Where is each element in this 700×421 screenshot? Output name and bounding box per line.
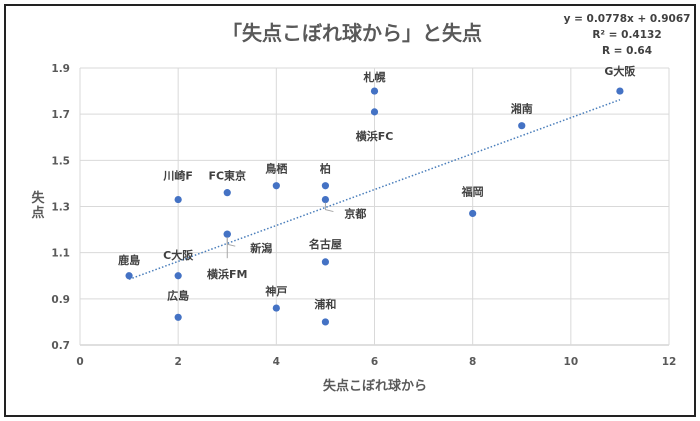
data-point xyxy=(223,230,231,238)
y-axis-title: 点 xyxy=(31,205,44,221)
data-point xyxy=(174,195,182,204)
data-label: 柏 xyxy=(320,162,331,176)
data-label: 川崎F xyxy=(162,169,193,183)
data-point xyxy=(223,189,231,197)
x-tick-label: 10 xyxy=(564,356,579,368)
data-label: FC東京 xyxy=(208,169,246,183)
chart-frame xyxy=(4,4,696,417)
x-axis-title: 失点こぼれ球から xyxy=(323,378,427,394)
x-tick-label: 0 xyxy=(76,356,83,368)
leader-line xyxy=(324,202,334,213)
data-label: 新潟 xyxy=(250,241,272,255)
data-label: 広島 xyxy=(167,288,189,302)
x-tick-label: 8 xyxy=(469,356,476,368)
data-point xyxy=(272,304,280,312)
r2-annotation: R² = 0.4132 xyxy=(592,29,661,41)
data-point xyxy=(272,182,280,190)
data-point xyxy=(174,272,182,280)
data-label: 京都 xyxy=(344,207,366,221)
data-label: 神戸 xyxy=(265,284,287,298)
data-label: G大阪 xyxy=(604,64,636,78)
data-label: 湘南 xyxy=(511,102,533,116)
data-label: 鳥栖 xyxy=(265,162,287,176)
data-label: 浦和 xyxy=(314,297,336,311)
data-point xyxy=(518,122,526,130)
data-label: 鹿島 xyxy=(118,253,140,267)
x-tick-label: 12 xyxy=(662,356,677,368)
data-label: 札幌 xyxy=(363,70,386,84)
y-tick-label: 1.1 xyxy=(51,248,70,260)
x-tick-label: 2 xyxy=(175,356,182,368)
data-point xyxy=(370,87,379,95)
data-point xyxy=(616,87,624,95)
data-label: 名古屋 xyxy=(309,237,342,251)
data-point xyxy=(469,209,477,218)
y-tick-label: 0.7 xyxy=(51,340,70,352)
y-tick-label: 0.9 xyxy=(51,294,70,306)
equation-annotation: y = 0.0778x + 0.9067 xyxy=(564,13,691,25)
data-point xyxy=(174,313,182,321)
data-point xyxy=(321,195,330,204)
data-point xyxy=(125,272,133,280)
y-tick-label: 1.7 xyxy=(51,109,70,121)
data-label: 横浜FC xyxy=(356,129,394,143)
chart-title: 「失点こぼれ球から」と失点 xyxy=(222,21,482,45)
y-tick-label: 1.3 xyxy=(51,202,70,214)
y-tick-label: 1.5 xyxy=(51,155,70,167)
x-tick-label: 4 xyxy=(273,356,280,368)
y-axis-title: 失 xyxy=(31,190,45,206)
y-tick-label: 1.9 xyxy=(51,63,70,75)
data-point xyxy=(321,258,330,266)
data-point xyxy=(370,108,379,116)
r-annotation: R = 0.64 xyxy=(602,45,652,57)
data-point xyxy=(321,318,330,326)
data-label: 福岡 xyxy=(461,184,484,198)
data-label: C大阪 xyxy=(163,248,194,262)
data-label: 横浜FM xyxy=(207,267,247,281)
x-tick-label: 6 xyxy=(371,356,378,368)
data-point xyxy=(321,182,330,190)
